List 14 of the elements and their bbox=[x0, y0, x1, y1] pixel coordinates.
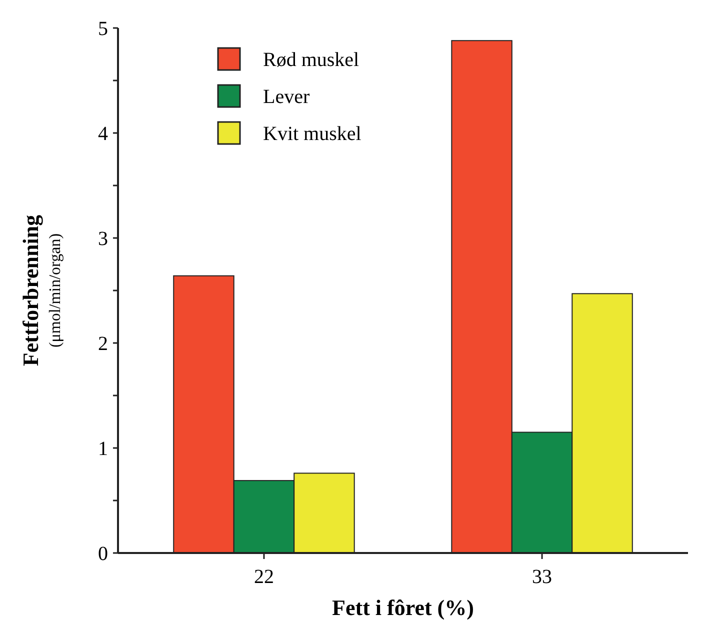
x-axis-title: Fett i fôret (%) bbox=[332, 595, 474, 620]
y-tick-label: 3 bbox=[98, 228, 108, 250]
x-tick-label: 33 bbox=[532, 566, 552, 588]
legend-label: Rød muskel bbox=[263, 49, 360, 71]
x-tick-label: 22 bbox=[254, 566, 274, 588]
text: (μmol/min/organ) bbox=[47, 233, 64, 348]
y-tick-label: 2 bbox=[98, 333, 108, 355]
y-tick-label: 5 bbox=[98, 18, 108, 40]
y-tick-label: 4 bbox=[98, 123, 108, 145]
legend-label: Kvit muskel bbox=[263, 123, 362, 145]
legend-label: Lever bbox=[263, 86, 310, 108]
y-axis-title: Fettforbrenning bbox=[18, 214, 43, 366]
y-tick-label: 0 bbox=[98, 543, 108, 565]
y-tick-label: 1 bbox=[98, 438, 108, 460]
